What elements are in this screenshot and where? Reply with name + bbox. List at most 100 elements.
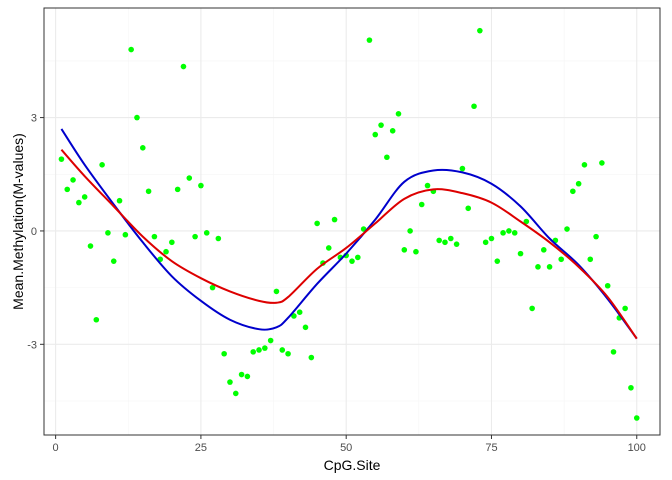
data-point [232,390,239,397]
data-point [203,230,210,236]
data-point [70,177,76,183]
data-point [296,309,303,315]
data-point [169,239,175,246]
data-point [267,337,274,344]
data-point [174,186,181,193]
y-tick-label: -3 [27,339,37,351]
data-point [628,384,634,391]
data-point [139,145,146,151]
data-point [482,239,489,246]
data-point [424,182,431,189]
data-point [331,216,338,223]
y-axis: -3 0 3 [27,113,44,351]
y-tick-label: 3 [31,113,37,125]
data-point [622,305,628,312]
data-point [76,199,82,206]
data-point [389,128,396,134]
data-point [587,256,594,263]
x-tick-label: 100 [628,442,646,454]
smooth-lines [60,128,638,340]
data-point [378,122,384,128]
data-point [256,347,262,353]
data-point [308,354,315,361]
smooth-line-blue [60,128,638,340]
data-point [151,233,158,240]
data-point [192,233,198,240]
data-point [494,258,501,264]
data-point [262,345,268,351]
data-point [593,233,599,240]
data-point [418,201,425,208]
data-point [81,194,88,200]
data-point [163,248,169,255]
data-point [209,284,216,291]
y-axis-title: Mean.Methylation(M-values) [10,133,26,310]
data-point [535,264,541,270]
data-point [471,103,477,110]
data-point [564,226,570,232]
x-axis: 0 25 50 75 100 [53,435,646,454]
data-point [447,235,454,242]
data-point [517,250,524,257]
data-point [465,205,472,212]
y-tick-label: 0 [31,226,37,238]
data-point [610,349,617,355]
data-point [500,230,506,236]
data-point [355,254,361,261]
data-point [401,247,408,253]
data-point [238,371,245,378]
data-point [215,235,222,242]
data-point [633,415,640,421]
smooth-line-red [60,149,638,340]
data-point [110,258,117,264]
data-point [64,186,71,193]
data-point [180,63,187,70]
data-point [442,239,448,246]
x-tick-label: 0 [53,442,59,454]
data-point [506,228,512,234]
x-axis-title: CpG.Site [324,457,381,473]
data-point [604,282,611,289]
data-point [244,373,251,380]
data-point [575,180,582,187]
data-point [273,288,280,295]
data-point [87,243,94,249]
data-point [134,114,140,121]
data-point [122,231,129,238]
data-point [453,241,460,247]
data-point [529,305,535,312]
data-point [436,237,442,244]
data-point [599,160,605,166]
x-tick-label: 50 [340,442,352,454]
data-point [546,264,553,270]
grid-major [44,8,660,435]
data-point [395,111,402,117]
data-point [540,247,547,253]
data-point [285,350,291,357]
data-point [145,188,152,195]
data-point [105,230,111,236]
data-point [99,162,105,168]
data-point [128,46,134,53]
data-point [291,313,297,319]
data-point [198,182,204,189]
data-point [558,256,565,263]
data-point [58,156,65,162]
data-point [221,350,227,357]
grid-minor [44,8,660,435]
data-point [227,379,233,385]
panel-border [43,7,661,436]
data-point [488,235,495,242]
data-point [570,188,576,195]
data-point [186,175,193,181]
data-point [477,27,483,34]
data-point [384,154,390,161]
x-tick-label: 25 [195,442,207,454]
data-point [459,165,466,172]
data-point [302,324,309,331]
data-point [413,248,419,255]
data-point [366,37,373,43]
data-point [116,197,123,204]
